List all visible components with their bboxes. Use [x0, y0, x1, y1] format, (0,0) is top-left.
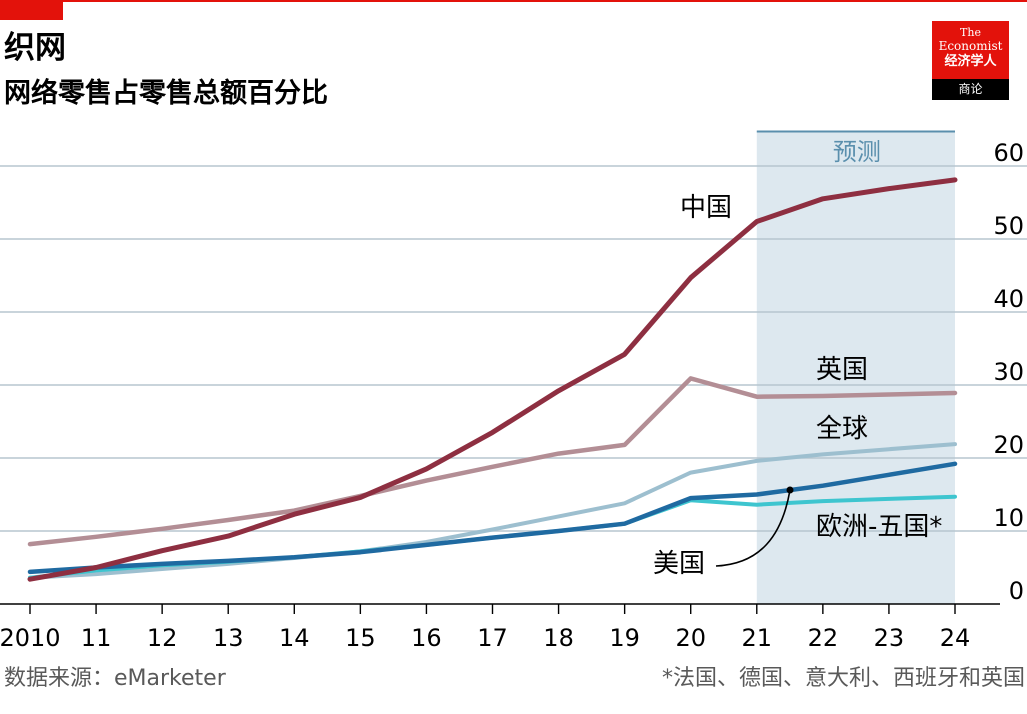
x-tick-label: 23 — [874, 624, 905, 652]
x-tick-label: 2010 — [0, 624, 61, 652]
x-tick-label: 21 — [742, 624, 773, 652]
x-tick-label: 14 — [279, 624, 310, 652]
series-line — [27, 177, 958, 582]
forecast-label: 预测 — [833, 138, 881, 166]
logo-red-block: The Economist 经济学人 — [932, 21, 1009, 79]
series-label: 英国 — [816, 355, 868, 385]
us-leader-dot — [786, 486, 794, 494]
logo-name: Economist — [938, 39, 1003, 53]
x-tick-label: 11 — [81, 624, 112, 652]
us-leader-line — [715, 489, 791, 567]
x-tick-label: 16 — [411, 624, 442, 652]
series-label: 全球 — [816, 414, 868, 444]
series-line — [28, 442, 957, 580]
logo-chinese: 经济学人 — [944, 54, 997, 69]
series-label: 中国 — [680, 193, 732, 223]
y-tick-label: 10 — [993, 504, 1024, 532]
source-note: 数据来源：eMarketer — [4, 666, 226, 691]
chart-subtitle: 网络零售占零售总额百分比 — [4, 78, 328, 109]
chart-title: 织网 — [4, 30, 66, 66]
x-tick-label: 22 — [808, 624, 839, 652]
series-label: 欧洲-五国* — [816, 512, 942, 542]
y-tick-label: 0 — [1009, 577, 1024, 605]
logo-sub: 商论 — [932, 79, 1009, 100]
x-tick-label: 20 — [675, 624, 706, 652]
top-red-tab — [0, 0, 63, 20]
series-line — [27, 461, 958, 575]
x-tick-label: 19 — [609, 624, 640, 652]
series-line — [27, 376, 958, 547]
y-tick-label: 30 — [993, 358, 1024, 386]
y-tick-label: 60 — [993, 139, 1024, 167]
x-tick-label: 12 — [147, 624, 178, 652]
y-tick-label: 40 — [993, 285, 1024, 313]
top-red-rule — [0, 0, 1027, 2]
x-tick-label: 24 — [940, 624, 971, 652]
x-tick-label: 17 — [477, 624, 508, 652]
x-tick-label: 15 — [345, 624, 376, 652]
series-label: 美国 — [653, 549, 705, 579]
x-tick-label: 18 — [543, 624, 574, 652]
y-tick-label: 50 — [993, 212, 1024, 240]
x-tick-label: 13 — [213, 624, 244, 652]
footnote: *法国、德国、意大利、西班牙和英国 — [661, 666, 1025, 691]
economist-logo: The Economist 经济学人 商论 — [932, 21, 1009, 100]
y-tick-label: 20 — [993, 431, 1024, 459]
logo-the: The — [960, 26, 981, 39]
